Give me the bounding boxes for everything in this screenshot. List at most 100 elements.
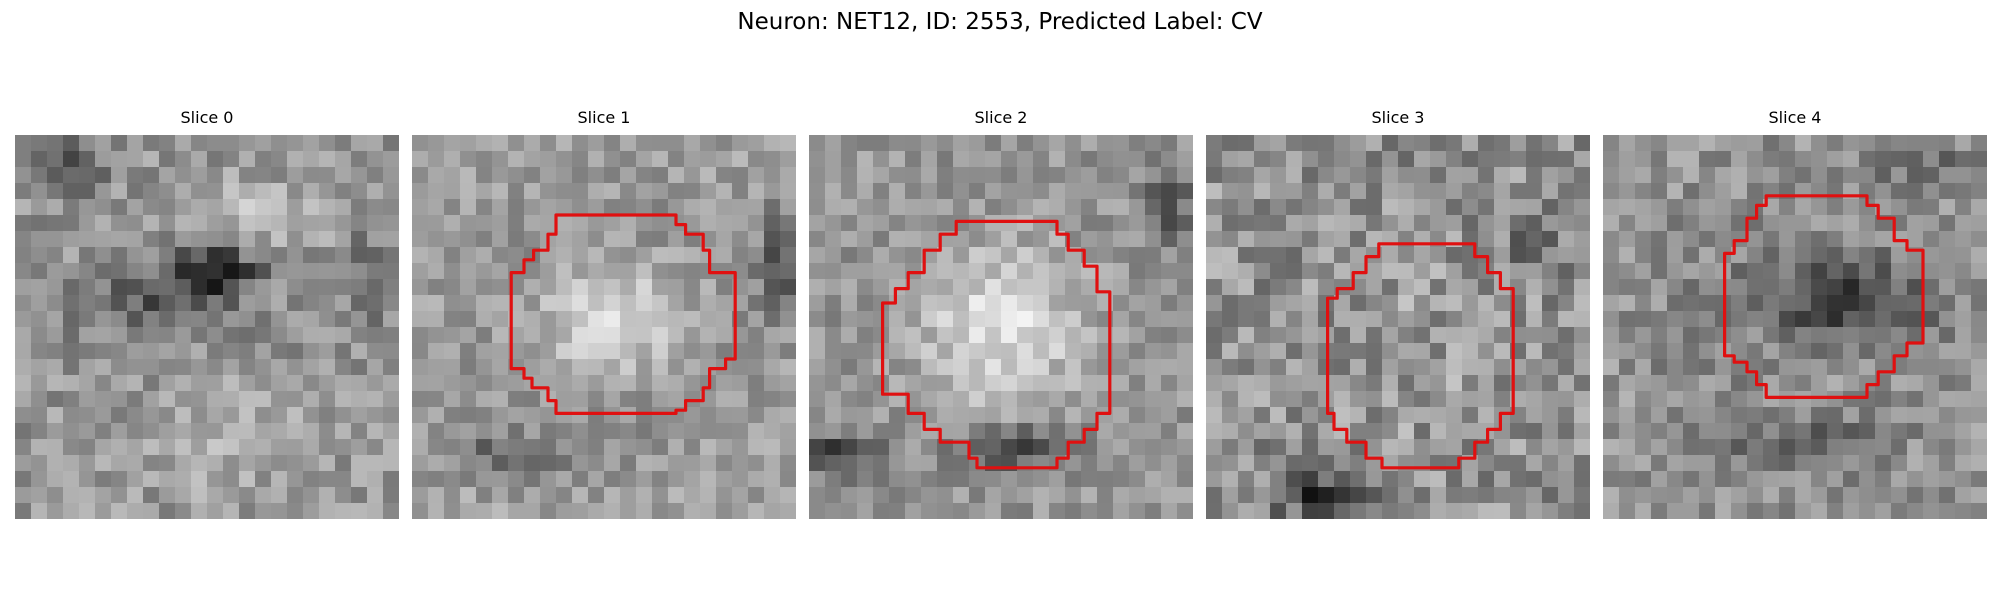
pixel-cell (1414, 471, 1431, 488)
pixel-cell (1731, 167, 1748, 184)
pixel-cell (476, 279, 493, 296)
pixel-cell (1206, 343, 1223, 360)
pixel-cell (492, 423, 509, 440)
pixel-cell (1318, 199, 1335, 216)
pixel-cell (889, 199, 906, 216)
pixel-cell (1875, 343, 1892, 360)
pixel-cell (1779, 215, 1796, 232)
pixel-cell (1270, 391, 1287, 408)
pixel-cell (492, 327, 509, 344)
pixel-cell (857, 247, 874, 264)
pixel-cell (1542, 247, 1559, 264)
pixel-cell (143, 407, 160, 424)
pixel-cell (1574, 327, 1590, 344)
pixel-cell (1113, 359, 1130, 376)
pixel-cell (825, 455, 842, 472)
pixel-cell (1161, 167, 1178, 184)
pixel-cell (1603, 311, 1620, 328)
pixel-cell (1875, 151, 1892, 168)
pixel-cell (1843, 167, 1860, 184)
pixel-cell (969, 327, 986, 344)
pixel-cell (748, 407, 765, 424)
pixel-cell (127, 199, 144, 216)
pixel-cell (175, 359, 192, 376)
pixel-cell (668, 135, 685, 152)
pixel-cell (444, 151, 461, 168)
pixel-cell (1001, 439, 1018, 456)
pixel-cell (15, 359, 32, 376)
pixel-cell (1081, 167, 1098, 184)
pixel-cell (825, 151, 842, 168)
pixel-cell (841, 263, 858, 280)
pixel-cell (1510, 215, 1527, 232)
pixel-cell (1270, 199, 1287, 216)
pixel-cell (588, 151, 605, 168)
pixel-cell (1382, 167, 1399, 184)
pixel-cell (1334, 503, 1351, 519)
pixel-cell (175, 487, 192, 504)
pixel-cell (764, 199, 781, 216)
pixel-cell (1129, 199, 1146, 216)
pixel-cell (1542, 455, 1559, 472)
slice-panel-3: Slice 3 (1206, 108, 1590, 519)
pixel-cell (508, 167, 525, 184)
pixel-cell (937, 327, 954, 344)
pixel-cell (1382, 391, 1399, 408)
pixel-cell (1017, 167, 1034, 184)
pixel-cell (1350, 423, 1367, 440)
pixel-cell (1939, 311, 1956, 328)
pixel-cell (857, 263, 874, 280)
pixel-cell (175, 439, 192, 456)
pixel-cell (223, 311, 240, 328)
pixel-cell (287, 327, 304, 344)
pixel-cell (460, 295, 477, 312)
pixel-cell (684, 199, 701, 216)
pixel-cell (412, 167, 429, 184)
pixel-cell (1859, 295, 1876, 312)
pixel-cell (1318, 231, 1335, 248)
pixel-cell (556, 231, 573, 248)
pixel-cell (1222, 455, 1239, 472)
pixel-cell (175, 263, 192, 280)
pixel-cell (319, 503, 336, 519)
pixel-cell (476, 471, 493, 488)
pixel-cell (127, 423, 144, 440)
slice-title: Slice 0 (180, 108, 234, 127)
pixel-cell (95, 263, 112, 280)
pixel-cell (1683, 471, 1700, 488)
pixel-cell (287, 311, 304, 328)
pixel-cell (809, 359, 826, 376)
pixel-cell (1635, 407, 1652, 424)
pixel-cell (1318, 439, 1335, 456)
pixel-cell (1286, 263, 1303, 280)
pixel-cell (1923, 167, 1940, 184)
pixel-cell (572, 327, 589, 344)
pixel-cell (287, 391, 304, 408)
pixel-cell (652, 407, 669, 424)
pixel-cell (1651, 327, 1668, 344)
pixel-cell (1254, 455, 1271, 472)
pixel-cell (780, 247, 796, 264)
pixel-cell (31, 439, 48, 456)
pixel-cell (716, 247, 733, 264)
pixel-cell (1446, 295, 1463, 312)
pixel-cell (1350, 455, 1367, 472)
pixel-cell (1667, 471, 1684, 488)
pixel-cell (1382, 279, 1399, 296)
pixel-cell (1177, 487, 1193, 504)
pixel-cell (636, 487, 653, 504)
pixel-cell (47, 391, 64, 408)
pixel-cell (1558, 135, 1575, 152)
pixel-cell (15, 151, 32, 168)
pixel-cell (937, 183, 954, 200)
pixel-cell (31, 183, 48, 200)
pixel-cell (319, 471, 336, 488)
pixel-cell (191, 279, 208, 296)
pixel-cell (841, 135, 858, 152)
pixel-cell (716, 503, 733, 519)
pixel-cell (1145, 167, 1162, 184)
pixel-cell (143, 423, 160, 440)
pixel-cell (351, 295, 368, 312)
pixel-cell (588, 375, 605, 392)
pixel-cell (1699, 135, 1716, 152)
